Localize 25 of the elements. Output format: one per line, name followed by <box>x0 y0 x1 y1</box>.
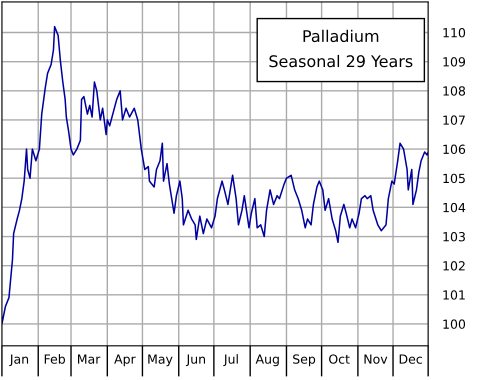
y-tick-label: 107 <box>443 115 465 125</box>
x-tick-label: Nov <box>364 354 388 364</box>
x-tick-label: Aug <box>256 354 279 366</box>
x-tick-label: May <box>148 354 173 366</box>
text: Palladium Seasonal 29 Years <box>269 30 412 68</box>
x-tick-label: Oct <box>329 354 350 364</box>
x-tick-label: Feb <box>44 354 65 364</box>
y-tick-label: 105 <box>443 174 465 184</box>
y-tick-label: 103 <box>443 232 465 242</box>
x-tick-label: Apr <box>114 354 136 366</box>
x-tick-label: Jul <box>223 354 238 366</box>
x-tick-label: Dec <box>400 354 422 364</box>
line-series <box>2 26 428 325</box>
y-tick-label: 110 <box>443 28 466 38</box>
y-tick-label: 109 <box>443 57 466 67</box>
y-tick-label: 101 <box>443 290 465 300</box>
x-tick-label: Sep <box>293 354 316 366</box>
x-tick-label: Mar <box>78 354 100 364</box>
y-tick-label: 104 <box>443 202 466 212</box>
x-tick-label: Jan <box>9 354 28 366</box>
y-tick-label: 108 <box>443 86 466 96</box>
x-tick-label: Jun <box>186 354 206 366</box>
y-tick-label: 106 <box>443 144 466 154</box>
y-tick-label: 102 <box>443 261 465 271</box>
y-tick-label: 100 <box>443 319 466 329</box>
